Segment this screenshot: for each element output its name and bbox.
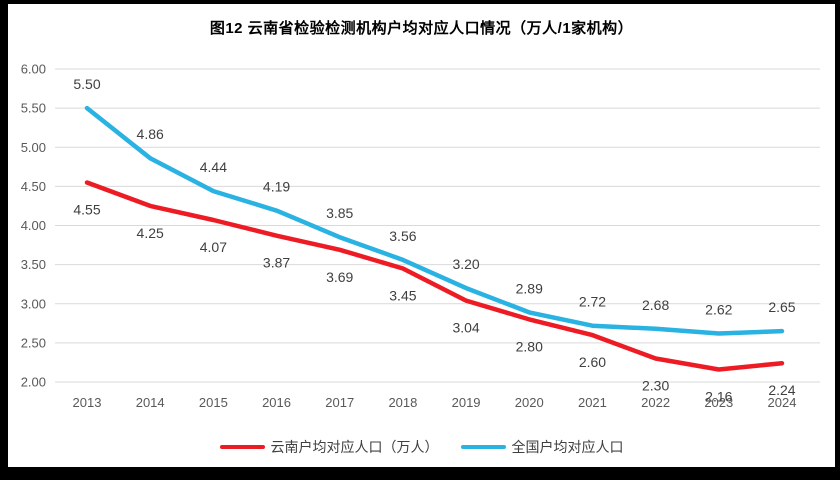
data-label-series-1: 3.20 — [452, 256, 479, 272]
x-tick-label: 2015 — [199, 395, 228, 410]
x-tick-label: 2021 — [578, 395, 607, 410]
x-tick-label: 2016 — [262, 395, 291, 410]
x-tick-label: 2018 — [388, 395, 417, 410]
data-label-series-1: 4.19 — [263, 179, 290, 195]
y-tick-label: 4.50 — [21, 179, 46, 194]
y-tick-label: 4.00 — [21, 218, 46, 233]
data-label-series-0: 2.30 — [642, 378, 669, 394]
legend-swatch-national — [460, 445, 506, 449]
y-tick-label: 5.50 — [21, 101, 46, 116]
y-tick-label: 2.50 — [21, 335, 46, 350]
data-label-series-1: 2.89 — [516, 280, 543, 296]
data-label-series-0: 3.87 — [263, 255, 290, 271]
x-tick-label: 2020 — [515, 395, 544, 410]
data-label-series-0: 2.60 — [579, 354, 606, 370]
legend: 云南户均对应人口（万人） 全国户均对应人口 — [8, 437, 835, 457]
data-label-series-0: 2.24 — [768, 382, 795, 398]
x-tick-label: 2013 — [73, 395, 102, 410]
data-label-series-1: 4.44 — [200, 159, 227, 175]
x-tick-label: 2017 — [325, 395, 354, 410]
legend-item-yunnan: 云南户均对应人口（万人） — [219, 437, 439, 457]
data-label-series-0: 2.80 — [516, 338, 543, 354]
data-label-series-0: 3.04 — [452, 320, 479, 336]
data-label-series-0: 4.25 — [137, 225, 164, 241]
y-tick-label: 6.00 — [21, 62, 46, 77]
chart-svg: 6.00 5.50 5.00 4.50 4.00 3.50 3.00 2.50 2.00 2013… — [21, 62, 820, 410]
data-label-series-1: 4.86 — [137, 126, 164, 142]
legend-item-national: 全国户均对应人口 — [460, 437, 624, 457]
legend-label-yunnan: 云南户均对应人口（万人） — [270, 439, 439, 455]
chart-title: 图12 云南省检验检测机构户均对应人口情况（万人/1家机构） — [209, 20, 634, 37]
data-label-series-1: 2.72 — [579, 294, 606, 310]
y-tick-label: 2.00 — [21, 375, 46, 390]
data-label-series-1: 2.62 — [705, 302, 732, 318]
data-label-series-1: 3.85 — [326, 205, 353, 221]
data-label-series-0: 4.07 — [200, 239, 227, 255]
x-tick-label: 2014 — [136, 395, 165, 410]
x-tick-label: 2019 — [452, 395, 481, 410]
y-tick-label: 3.00 — [21, 296, 46, 311]
x-tick-label: 2023 — [704, 395, 733, 410]
data-label-series-0: 3.69 — [326, 269, 353, 285]
legend-label-national: 全国户均对应人口 — [511, 439, 624, 455]
data-label-series-1: 5.50 — [73, 76, 100, 92]
data-label-series-1: 3.56 — [389, 228, 416, 244]
series-line-0 — [84, 180, 785, 372]
data-label-series-0: 2.16 — [705, 389, 732, 405]
x-tick-label: 2024 — [768, 395, 797, 410]
chart-frame: 图12 云南省检验检测机构户均对应人口情况（万人/1家机构） 6.00 5.50 5… — [8, 4, 835, 467]
data-label-series-1: 2.65 — [768, 299, 795, 315]
series-line-1 — [84, 105, 785, 336]
data-label-series-0: 4.55 — [73, 202, 100, 218]
x-tick-label: 2022 — [641, 395, 670, 410]
y-tick-label: 3.50 — [21, 257, 46, 272]
data-label-series-1: 2.68 — [642, 297, 669, 313]
legend-swatch-yunnan — [219, 445, 265, 449]
data-label-series-0: 3.45 — [389, 288, 416, 304]
y-tick-label: 5.00 — [21, 140, 46, 155]
